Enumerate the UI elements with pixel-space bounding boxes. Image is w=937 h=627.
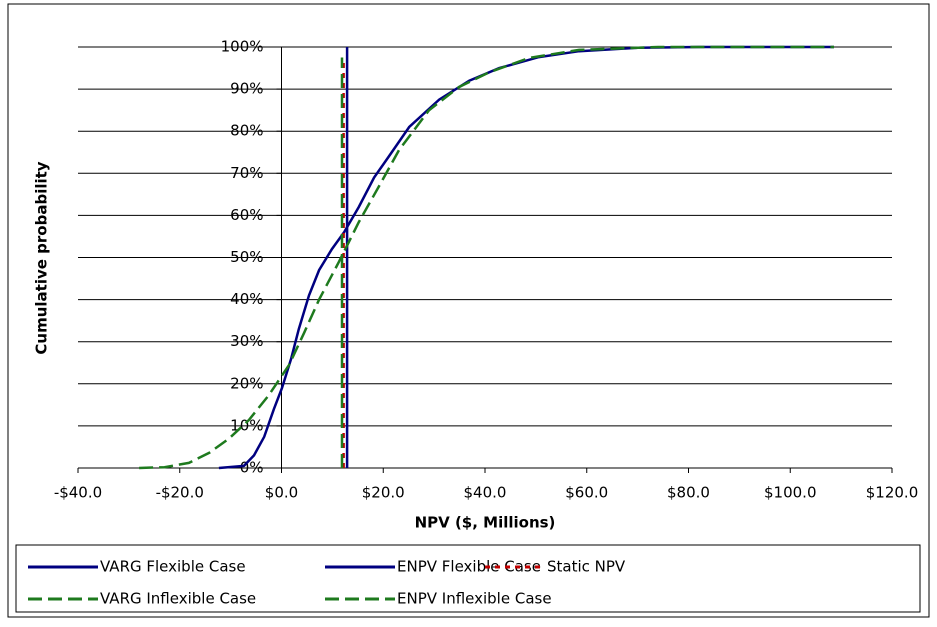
- y-tick-label: 70%: [230, 164, 263, 182]
- y-tick-label: 80%: [230, 122, 263, 140]
- x-tick-label: $120.0: [866, 484, 919, 502]
- y-tick-label: 60%: [230, 206, 263, 224]
- legend-label: ENPV Inflexible Case: [397, 590, 552, 608]
- y-tick-label: 40%: [230, 290, 263, 308]
- legend-label: Static NPV: [547, 558, 626, 576]
- y-tick-label: 50%: [230, 248, 263, 266]
- x-tick-label: $40.0: [464, 484, 507, 502]
- y-tick-label: 30%: [230, 332, 263, 350]
- x-tick-label: $80.0: [667, 484, 710, 502]
- x-tick-label: $0.0: [265, 484, 298, 502]
- legend-box: [15, 544, 921, 613]
- y-tick-label: 90%: [230, 80, 263, 98]
- y-axis-title: Cumulative probability: [33, 161, 51, 354]
- y-tick-label: 100%: [221, 38, 264, 56]
- x-tick-label: $20.0: [362, 484, 405, 502]
- x-tick-label: $100.0: [764, 484, 817, 502]
- legend-label: VARG Flexible Case: [100, 558, 246, 576]
- x-axis-title: NPV ($, Millions): [415, 514, 556, 532]
- series-line: [218, 45, 834, 470]
- series-line: [139, 45, 834, 470]
- legend-label: ENPV Flexible Case: [397, 558, 541, 576]
- x-tick-label: -$20.0: [156, 484, 204, 502]
- x-tick-label: $60.0: [565, 484, 608, 502]
- chart-frame: [7, 3, 930, 618]
- x-tick-label: -$40.0: [54, 484, 102, 502]
- y-tick-label: 20%: [230, 374, 263, 392]
- legend-label: VARG Inflexible Case: [100, 590, 256, 608]
